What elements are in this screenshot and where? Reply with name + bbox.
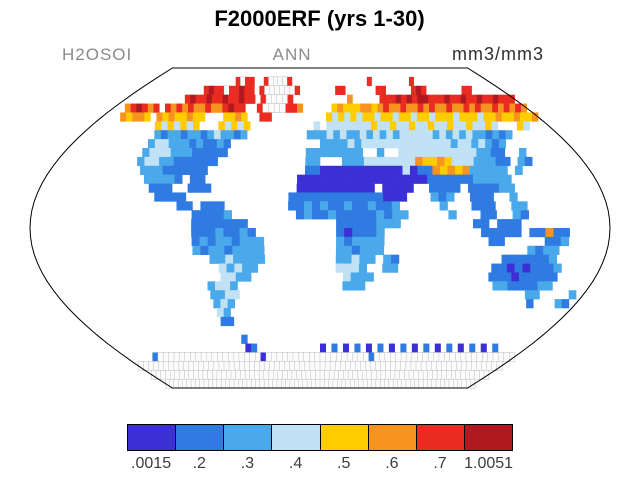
colorbar-label: .4 — [288, 455, 303, 472]
colorbar-cell — [368, 425, 417, 450]
colorbar-label: .6 — [385, 455, 399, 472]
colorbar-label: .3 — [240, 455, 255, 472]
map-boundary — [29, 67, 611, 389]
map-grid — [120, 76, 577, 389]
variable-label: H2OSOI — [62, 45, 133, 64]
colorbar-cell — [128, 425, 177, 450]
season-label: ANN — [272, 45, 312, 64]
figure-title: F2000ERF (yrs 1-30) — [214, 6, 425, 31]
units-label: mm3/mm3 — [452, 44, 544, 64]
colorbar-label: .0015 — [131, 455, 172, 472]
colorbar-label: .2 — [192, 455, 206, 472]
colorbar-labels: .0015 .2 .3 .4 .5 .6 .7 1.0051 — [127, 455, 513, 473]
colorbar-cells — [127, 424, 513, 451]
colorbar-label: .7 — [433, 455, 447, 472]
subtitle-row: H2OSOI ANN mm3/mm3 — [0, 44, 639, 65]
colorbar-cell — [272, 425, 321, 450]
colorbar-label: 1.0051 — [464, 455, 514, 472]
colorbar-cell — [464, 425, 512, 450]
colorbar-cell — [176, 425, 225, 450]
colorbar-cell — [416, 425, 465, 450]
colorbar-label: .5 — [337, 455, 351, 472]
colorbar-cell — [224, 425, 273, 450]
colorbar-cell — [320, 425, 369, 450]
colorbar: .0015 .2 .3 .4 .5 .6 .7 1.0051 — [127, 424, 513, 473]
